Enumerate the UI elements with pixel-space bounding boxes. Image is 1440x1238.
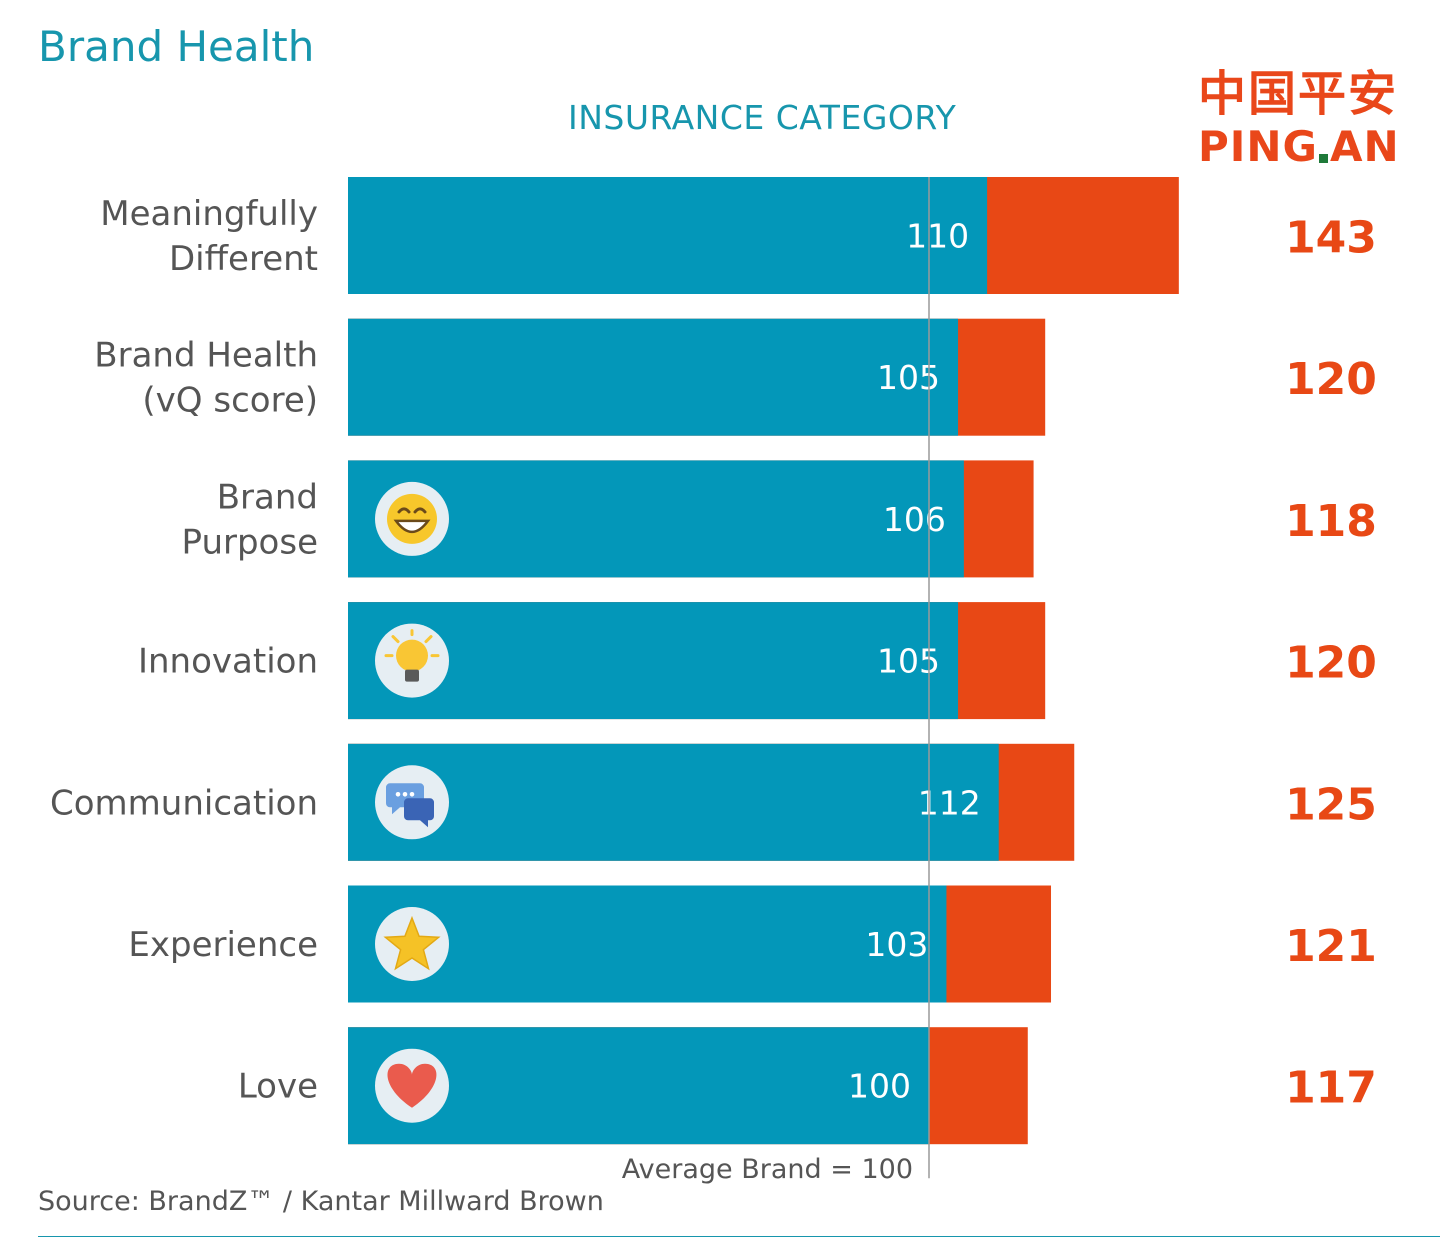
bar-insurance-category <box>348 318 959 436</box>
ping-an-value-label: 120 <box>1285 354 1377 405</box>
row-label: Meaningfully <box>100 194 318 234</box>
bar-insurance-category <box>348 460 964 578</box>
ray <box>424 635 433 644</box>
category-value-label: 106 <box>883 500 946 539</box>
category-value-label: 103 <box>865 925 928 964</box>
ray <box>391 635 400 644</box>
bulb-base <box>405 669 419 682</box>
lightbulb-icon <box>375 623 449 698</box>
dot <box>395 792 401 797</box>
logo-chinese-text: 中国平安 <box>1198 66 1399 122</box>
row-label: Brand <box>217 477 318 517</box>
row-label: (vQ score) <box>142 381 318 421</box>
row-label: Experience <box>128 925 318 965</box>
ping-an-logo: 中国平安 PING AN <box>1198 68 1438 170</box>
ping-an-value-label: 118 <box>1285 496 1377 547</box>
bulb <box>396 639 428 672</box>
logo-english-part2: AN <box>1330 122 1400 171</box>
average-reference-label: Average Brand = 100 <box>622 1154 913 1185</box>
ping-an-value-label: 120 <box>1285 638 1377 689</box>
mouth <box>393 519 431 534</box>
row-label: Love <box>238 1067 318 1107</box>
chat-bubbles-icon <box>375 765 449 840</box>
logo-dot <box>1319 154 1329 163</box>
dot <box>402 792 408 797</box>
row-label: Communication <box>50 783 318 823</box>
dot <box>409 792 415 797</box>
ping-an-value-label: 121 <box>1285 921 1377 972</box>
bubble-front <box>404 798 434 828</box>
logo-english-part1: PING <box>1198 122 1319 171</box>
logo-english-text: PING AN <box>1198 124 1438 170</box>
chart-title: Brand Health <box>38 22 315 71</box>
source-note: Source: BrandZ™ / Kantar Millward Brown <box>38 1186 604 1217</box>
category-value-label: 105 <box>877 358 940 397</box>
heart-icon <box>375 1048 449 1123</box>
row-label: Different <box>169 239 318 279</box>
ping-an-value-label: 117 <box>1285 1063 1377 1114</box>
bottom-rule <box>38 1236 1440 1237</box>
bar-insurance-category <box>348 743 999 861</box>
category-value-label: 112 <box>918 783 981 822</box>
bar-insurance-category <box>348 602 959 720</box>
star-icon <box>375 907 449 981</box>
ping-an-value-label: 143 <box>1285 213 1377 264</box>
grin-face-icon <box>375 481 449 556</box>
row-label: Purpose <box>182 522 318 562</box>
category-value-label: 110 <box>906 217 969 256</box>
category-value-label: 105 <box>877 642 940 681</box>
chart-subtitle: INSURANCE CATEGORY <box>568 98 957 137</box>
bar-insurance-category <box>348 177 988 294</box>
eyes <box>397 507 427 514</box>
row-label: Brand Health <box>94 336 318 376</box>
star <box>383 915 441 971</box>
ping-an-value-label: 125 <box>1285 779 1377 830</box>
face <box>387 493 437 544</box>
heart <box>387 1063 437 1108</box>
row-label: Innovation <box>138 642 318 682</box>
category-value-label: 100 <box>848 1067 911 1106</box>
